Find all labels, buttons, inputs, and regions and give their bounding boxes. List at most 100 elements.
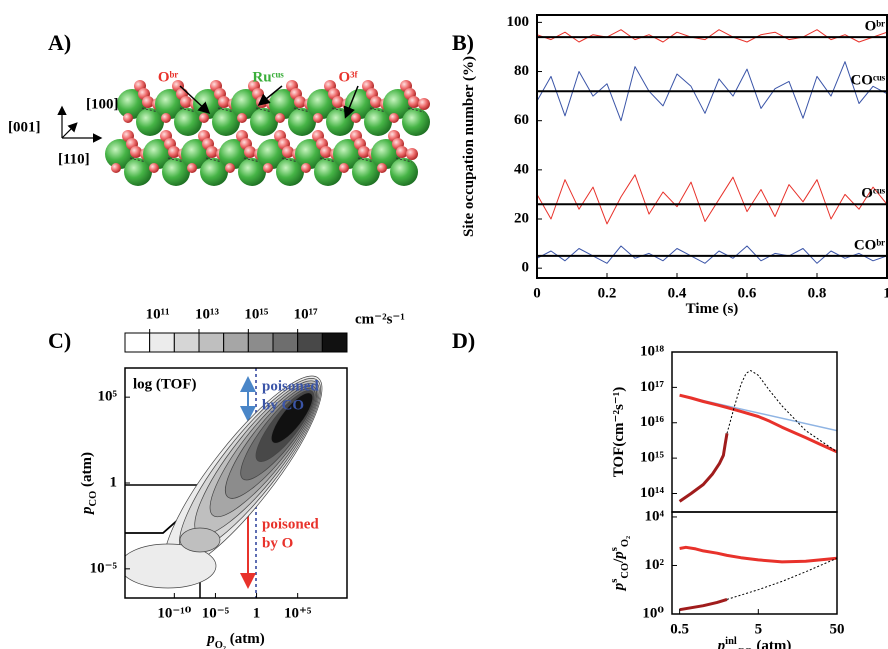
o-atom (142, 96, 154, 108)
y-axis-label: Site occupation number (%) (461, 56, 477, 237)
label-part: (atm) (753, 638, 792, 649)
x-tick-label: 0.6 (738, 285, 757, 301)
colorbar-cell (247, 332, 274, 353)
panel-label: C) (48, 328, 71, 353)
o-atom (130, 146, 142, 158)
ru-atom (212, 108, 240, 136)
label-part: CO (88, 491, 99, 507)
label-part: s (609, 547, 620, 551)
o-atom (180, 96, 192, 108)
y-tick-label: 10¹⁷ (640, 379, 664, 395)
y-tick-label: 100 (507, 14, 530, 30)
label-part: CO (620, 563, 631, 579)
y-tick-label: 60 (514, 112, 529, 128)
colorbar-unit: cm⁻²s⁻¹ (355, 311, 405, 327)
ru-atom (250, 108, 278, 136)
label-part: p (205, 631, 215, 647)
series-line (679, 545, 837, 564)
frame (536, 14, 888, 279)
bond (179, 107, 197, 113)
y-axis-label: pCO (atm) (79, 452, 98, 516)
region-label: poisoned (262, 378, 319, 394)
y-tick-label: 10⁴ (645, 508, 665, 524)
o-atom (301, 163, 311, 173)
label-part: Site occupation number (%) (461, 56, 477, 237)
o-atom (406, 148, 418, 160)
o-atom (206, 146, 218, 158)
panel-label: B) (452, 30, 474, 55)
x-tick-label: 10⁻⁵ (202, 605, 230, 621)
o-atom (111, 163, 121, 173)
x-tick-label: 0.5 (670, 621, 689, 637)
ru-atom (402, 108, 430, 136)
o-atom (351, 113, 361, 123)
o-atom (358, 146, 370, 158)
series-line (537, 29, 887, 43)
colorbar-cell (272, 332, 299, 353)
o-atom (408, 96, 420, 108)
x-axis-label: pO₂ (atm) (205, 631, 265, 649)
o-atom (149, 163, 159, 173)
region-label: by O (262, 535, 293, 551)
x-tick-label: 0 (533, 285, 541, 301)
o-atom (237, 113, 247, 123)
bond (217, 107, 235, 113)
y-tick-label: 10⁵ (98, 389, 118, 405)
colorbar-tick-label: 10¹³ (195, 306, 219, 322)
direction-label: [001] (8, 119, 41, 135)
series-line (537, 174, 887, 225)
x-axis-label: pinlCO (atm) (716, 636, 792, 649)
colorbar-tick-label: 10¹⁷ (294, 306, 318, 322)
x-tick-label: 0.2 (598, 285, 617, 301)
label-part: Time (s) (686, 301, 739, 317)
label-part: p (716, 638, 726, 649)
series-line (537, 61, 887, 122)
colorbar-cell (124, 332, 151, 353)
y-tick-label: 20 (514, 210, 529, 226)
label-part: p (611, 551, 627, 561)
ru-atom (352, 158, 380, 186)
y-axis-label: psCO/psO₂ (609, 536, 631, 592)
colorbar-cell (223, 332, 249, 353)
colorbar-cell (321, 332, 348, 353)
label-part: p (611, 582, 627, 592)
bond (167, 157, 185, 163)
o-atom (370, 96, 382, 108)
y-tick-label: 40 (514, 161, 529, 177)
ru-atom (162, 158, 190, 186)
o-atom (168, 146, 180, 158)
y-tick-label: 10¹⁴ (640, 485, 664, 501)
series-line (679, 597, 728, 612)
direction-axes (57, 105, 103, 143)
o-atom (377, 163, 387, 173)
o-atom (418, 98, 430, 110)
plot (678, 370, 837, 503)
o-atom (313, 113, 323, 123)
frame (671, 511, 838, 615)
plot (679, 545, 837, 612)
bond (369, 107, 387, 113)
x-tick-label: 0.8 (808, 285, 827, 301)
colorbar-cell (173, 332, 200, 353)
y-tick-label: 80 (514, 63, 529, 79)
ru-atom (238, 158, 266, 186)
label-part: (atm) (226, 631, 265, 647)
o-atom (263, 163, 273, 173)
y-tick-label: 10⁰ (642, 605, 664, 621)
ru-atom (364, 108, 392, 136)
o-atom (218, 96, 230, 108)
colorbar-cell (297, 332, 323, 353)
region-label: by CO (262, 397, 304, 413)
annotation: log (TOF) (133, 376, 196, 392)
x-tick-label: 1 (253, 605, 261, 621)
ru-atom (314, 158, 342, 186)
panel-label: D) (452, 328, 475, 353)
y-tick-label: 10⁻⁵ (90, 560, 118, 576)
y-tick-label: 10¹⁶ (640, 414, 664, 430)
contour (125, 543, 217, 589)
o-atom (161, 113, 171, 123)
plot (537, 29, 887, 264)
series-label: COᵇʳ (854, 237, 885, 253)
bond (129, 157, 147, 163)
o-atom (275, 113, 285, 123)
